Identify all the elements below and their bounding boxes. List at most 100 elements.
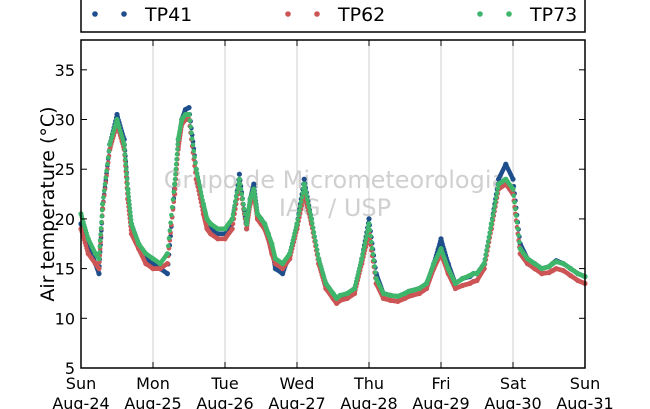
point-tp73-interp — [489, 217, 495, 222]
point-tp73-interp — [123, 157, 128, 162]
legend-item-tp41: TP41 — [92, 4, 192, 26]
y-tick-label: 30 — [55, 111, 75, 130]
point-tp73-interp — [484, 248, 489, 253]
point-tp73-interp — [490, 212, 496, 218]
point-tp73-interp — [97, 244, 103, 249]
point-tp73 — [359, 256, 365, 262]
legend-label: TP62 — [337, 4, 385, 26]
point-tp73-interp — [363, 237, 369, 242]
point-tp73-interp — [364, 233, 369, 238]
point-tp41 — [186, 105, 192, 111]
point-tp73 — [96, 256, 102, 262]
point-tp73 — [481, 261, 487, 267]
point-tp73-interp — [495, 186, 501, 191]
x-tick-label-day: Sun — [66, 374, 96, 393]
point-tp73-interp — [514, 219, 520, 225]
y-tick-label: 20 — [55, 210, 75, 229]
point-tp73-interp — [488, 226, 493, 231]
point-tp73-interp — [314, 247, 320, 253]
point-tp73-interp — [173, 166, 179, 172]
x-tick-label-date: Aug-28 — [340, 394, 397, 409]
point-tp73-interp — [106, 148, 112, 154]
point-tp62 — [96, 266, 102, 272]
point-tp73-interp — [362, 240, 368, 246]
point-tp73-interp — [513, 206, 518, 212]
x-tick-label-day: Thu — [353, 374, 384, 393]
point-tp62 — [229, 226, 235, 232]
point-tp73-interp — [171, 189, 177, 195]
point-tp73-interp — [491, 208, 497, 213]
point-tp73-interp — [310, 225, 316, 230]
point-tp73-interp — [188, 124, 193, 129]
x-axis: SunAug-24MonAug-25TueAug-26WedAug-27ThuA… — [52, 40, 614, 409]
point-tp73-interp — [197, 182, 202, 187]
y-tick-label: 5 — [65, 359, 75, 378]
point-tp73-interp — [99, 207, 105, 213]
point-tp73-interp — [166, 235, 172, 241]
point-tp73-interp — [238, 186, 244, 192]
point-tp73-interp — [172, 176, 178, 182]
point-tp73-interp — [127, 202, 132, 207]
point-tp73-interp — [189, 136, 195, 142]
point-tp41 — [510, 176, 516, 182]
point-tp73-interp — [240, 196, 245, 202]
x-tick-label-day: Fri — [431, 374, 450, 393]
point-tp73-interp — [192, 154, 197, 160]
point-tp73-interp — [372, 264, 377, 269]
point-tp73-interp — [369, 245, 375, 251]
point-tp73-interp — [492, 203, 497, 209]
x-tick-label-date: Aug-25 — [124, 394, 181, 409]
point-tp73-interp — [233, 194, 239, 200]
point-tp73-interp — [516, 233, 521, 238]
point-tp73 — [236, 176, 242, 182]
point-tp73-interp — [122, 152, 128, 157]
legend-marker — [314, 11, 320, 17]
point-tp73-interp — [360, 252, 365, 258]
point-tp73-interp — [174, 157, 179, 162]
point-tp73-interp — [241, 201, 246, 207]
point-tp73-interp — [126, 194, 131, 200]
y-axis: 5 10 15 20 25 30 35 — [55, 61, 585, 378]
point-tp73-interp — [367, 227, 373, 233]
point-tp73-interp — [512, 200, 517, 205]
point-tp73-interp — [98, 226, 104, 231]
point-tp73-interp — [306, 205, 312, 210]
point-tp73-interp — [234, 190, 240, 195]
point-tp73-interp — [315, 251, 321, 257]
point-tp41 — [164, 271, 170, 277]
point-tp73-interp — [101, 188, 107, 193]
series-tp73 — [78, 111, 588, 301]
point-tp73-interp — [190, 142, 196, 148]
point-tp73-interp — [169, 205, 175, 210]
point-tp73 — [121, 141, 127, 147]
point-tp73-interp — [123, 166, 129, 172]
point-tp73-interp — [485, 239, 491, 244]
legend-marker — [92, 11, 98, 17]
point-tp73-interp — [165, 243, 171, 249]
point-tp73-interp — [125, 181, 130, 187]
x-tick-label-date: Aug-29 — [412, 394, 469, 409]
x-tick-label-date: Aug-30 — [484, 394, 541, 409]
point-tp73-interp — [361, 244, 367, 250]
point-tp73-interp — [493, 199, 498, 205]
point-tp73-interp — [196, 178, 201, 184]
point-tp73-interp — [305, 201, 311, 206]
plot-frame — [80, 39, 586, 369]
point-tp73-interp — [493, 195, 499, 200]
point-tp73-interp — [101, 195, 106, 200]
point-tp73 — [510, 186, 516, 192]
point-tp73-interp — [128, 217, 134, 223]
x-tick-label-date: Aug-31 — [556, 394, 613, 409]
point-tp73-interp — [127, 206, 133, 211]
point-tp73-interp — [99, 219, 104, 225]
point-tp73-interp — [123, 161, 129, 167]
point-tp73-interp — [189, 130, 194, 136]
point-tp73-interp — [511, 193, 517, 198]
point-tp73-interp — [233, 198, 238, 204]
point-tp73 — [193, 166, 199, 172]
y-tick-label: 10 — [55, 309, 75, 328]
point-tp73 — [229, 216, 235, 222]
legend-marker — [285, 11, 291, 17]
point-tp73-interp — [125, 190, 131, 196]
